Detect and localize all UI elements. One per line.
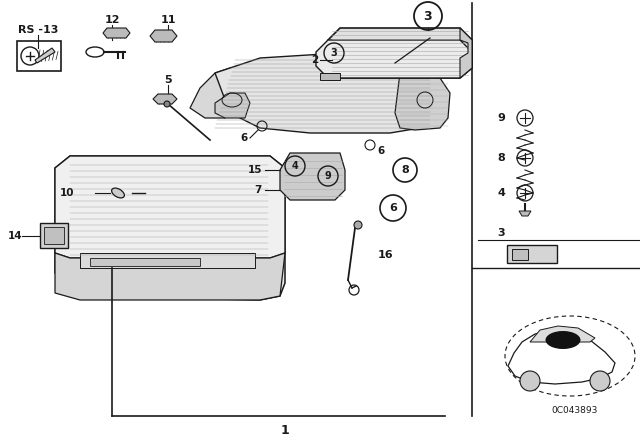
Polygon shape [40, 223, 68, 248]
Polygon shape [316, 40, 472, 78]
Circle shape [520, 371, 540, 391]
Text: 3: 3 [497, 228, 505, 238]
Polygon shape [55, 253, 285, 300]
Text: 8: 8 [401, 165, 409, 175]
Text: 12: 12 [104, 15, 120, 25]
Text: 7: 7 [255, 185, 262, 195]
Text: 15: 15 [248, 165, 262, 175]
Polygon shape [215, 53, 435, 133]
Polygon shape [519, 211, 531, 216]
Polygon shape [460, 28, 472, 78]
Text: 2: 2 [311, 55, 318, 65]
Polygon shape [190, 68, 245, 118]
Polygon shape [55, 156, 285, 300]
Text: 16: 16 [378, 250, 394, 260]
Text: 9: 9 [324, 171, 332, 181]
Text: 4: 4 [292, 161, 298, 171]
Circle shape [354, 221, 362, 229]
Text: 5: 5 [164, 75, 172, 85]
Circle shape [590, 371, 610, 391]
FancyBboxPatch shape [511, 249, 527, 259]
FancyBboxPatch shape [17, 41, 61, 71]
Text: 11: 11 [160, 15, 176, 25]
Circle shape [164, 101, 170, 107]
Polygon shape [280, 153, 345, 200]
Polygon shape [328, 28, 472, 78]
Polygon shape [150, 30, 177, 42]
Text: 0C043893: 0C043893 [552, 405, 598, 414]
Text: 1: 1 [280, 423, 289, 436]
Text: 14: 14 [8, 231, 22, 241]
Text: 6: 6 [389, 203, 397, 213]
Text: 4: 4 [497, 188, 505, 198]
Text: 6: 6 [377, 146, 384, 156]
Ellipse shape [111, 188, 124, 198]
Polygon shape [80, 253, 255, 268]
Polygon shape [44, 227, 64, 244]
Polygon shape [530, 326, 595, 342]
Polygon shape [320, 73, 340, 80]
Text: 8: 8 [497, 153, 505, 163]
Polygon shape [90, 258, 200, 266]
Text: 9: 9 [497, 113, 505, 123]
Text: 3: 3 [424, 9, 432, 22]
Polygon shape [215, 93, 250, 118]
Polygon shape [153, 94, 177, 104]
Text: 6: 6 [241, 133, 248, 143]
FancyBboxPatch shape [507, 245, 557, 263]
Text: RS -13: RS -13 [18, 25, 58, 35]
Text: 10: 10 [60, 188, 74, 198]
Polygon shape [55, 156, 285, 258]
Text: 3: 3 [331, 48, 337, 58]
Polygon shape [103, 28, 130, 38]
Polygon shape [395, 73, 450, 130]
Ellipse shape [545, 331, 580, 349]
Polygon shape [35, 48, 55, 63]
